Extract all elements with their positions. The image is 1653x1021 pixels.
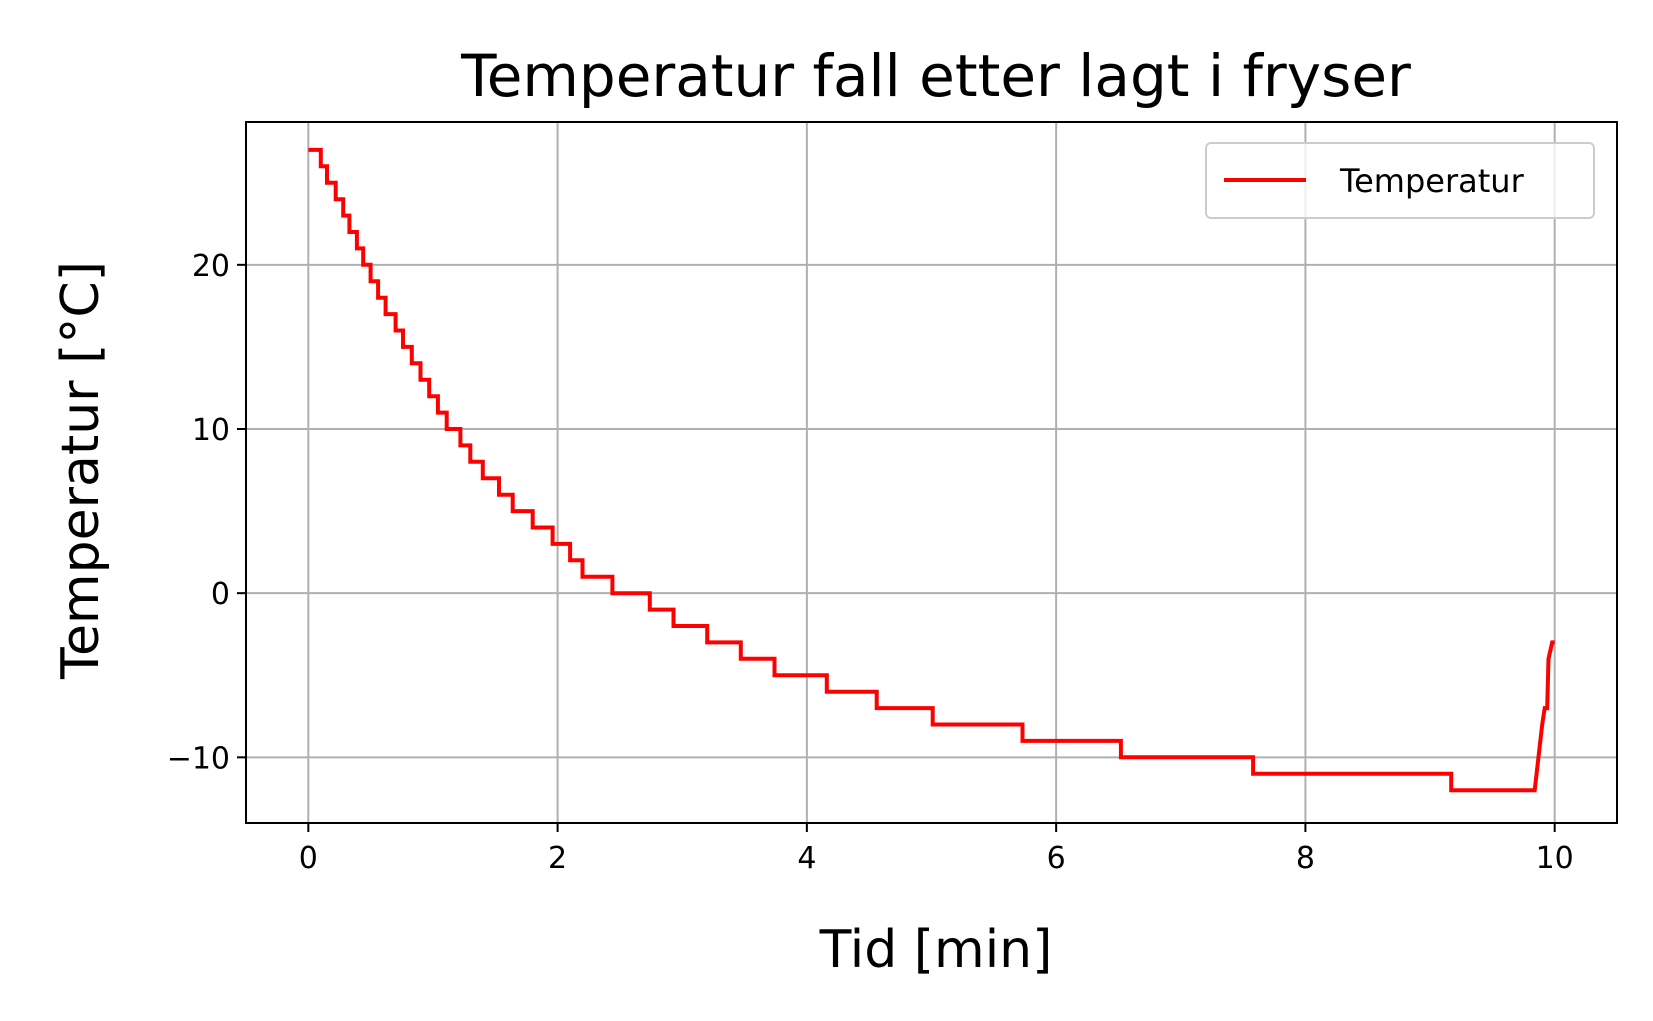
- series-layer: [308, 147, 1555, 793]
- y-tick-label: −10: [167, 741, 230, 776]
- x-tick-label: 2: [548, 841, 567, 876]
- x-tick-label: 4: [797, 841, 816, 876]
- x-axis-label: Tid [min]: [819, 920, 1053, 980]
- chart-title: Temperatur fall etter lagt i fryser: [460, 42, 1411, 110]
- legend: Temperatur: [1205, 142, 1595, 219]
- x-tick-label: 0: [299, 841, 318, 876]
- grid: [246, 122, 1617, 823]
- y-tick-label: 10: [192, 413, 230, 448]
- legend-label-temperatur: Temperatur: [1339, 162, 1525, 200]
- ticks: 0 2 4 6 8 10 −10 0 10 20: [167, 249, 1574, 876]
- plot-area-frame: [245, 121, 1618, 824]
- x-tick-label: 6: [1047, 841, 1066, 876]
- y-tick-label: 20: [192, 249, 230, 284]
- y-axis-label: Temperatur [°C]: [51, 261, 111, 680]
- y-tick-label: 0: [211, 577, 230, 612]
- x-tick-label: 10: [1536, 841, 1574, 876]
- x-tick-label: 8: [1296, 841, 1315, 876]
- legend-box: [1205, 142, 1595, 219]
- series-line-temperatur: [308, 147, 1555, 793]
